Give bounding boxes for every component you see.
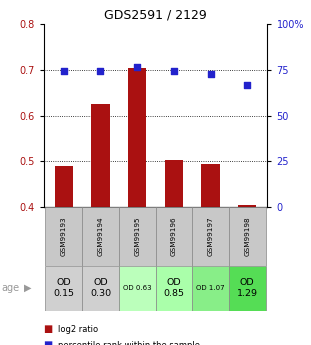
Text: GSM99198: GSM99198 — [244, 217, 250, 256]
Text: ▶: ▶ — [24, 283, 31, 293]
Point — [98, 68, 103, 73]
Bar — [192, 207, 229, 266]
Text: OD 0.63: OD 0.63 — [123, 285, 151, 291]
Bar — [165, 160, 183, 207]
Text: OD 1.07: OD 1.07 — [196, 285, 225, 291]
Bar — [45, 266, 82, 311]
Text: GSM99196: GSM99196 — [171, 217, 177, 256]
Point — [135, 65, 140, 70]
Text: age: age — [2, 283, 20, 293]
Bar — [202, 164, 220, 207]
Bar — [229, 266, 266, 311]
Bar — [128, 68, 146, 207]
Bar — [119, 207, 156, 266]
Bar — [229, 207, 266, 266]
Bar — [82, 207, 119, 266]
Text: GSM99197: GSM99197 — [207, 217, 214, 256]
Title: GDS2591 / 2129: GDS2591 / 2129 — [104, 9, 207, 22]
Text: OD
0.15: OD 0.15 — [53, 278, 74, 298]
Bar — [119, 266, 156, 311]
Text: GSM99195: GSM99195 — [134, 217, 140, 256]
Text: OD
1.29: OD 1.29 — [237, 278, 258, 298]
Point — [245, 83, 250, 88]
Point — [208, 72, 213, 77]
Text: ■: ■ — [44, 325, 53, 334]
Text: GSM99193: GSM99193 — [61, 217, 67, 256]
Text: log2 ratio: log2 ratio — [58, 325, 98, 334]
Bar — [192, 266, 229, 311]
Text: GSM99194: GSM99194 — [97, 217, 104, 256]
Text: OD
0.85: OD 0.85 — [163, 278, 184, 298]
Text: OD
0.30: OD 0.30 — [90, 278, 111, 298]
Bar — [54, 166, 73, 207]
Text: percentile rank within the sample: percentile rank within the sample — [58, 341, 200, 345]
Bar — [45, 207, 82, 266]
Text: ■: ■ — [44, 340, 53, 345]
Bar — [82, 266, 119, 311]
Point — [171, 68, 176, 73]
Bar — [156, 266, 192, 311]
Bar — [156, 207, 192, 266]
Point — [61, 68, 66, 73]
Bar — [238, 205, 257, 207]
Bar — [91, 104, 109, 207]
